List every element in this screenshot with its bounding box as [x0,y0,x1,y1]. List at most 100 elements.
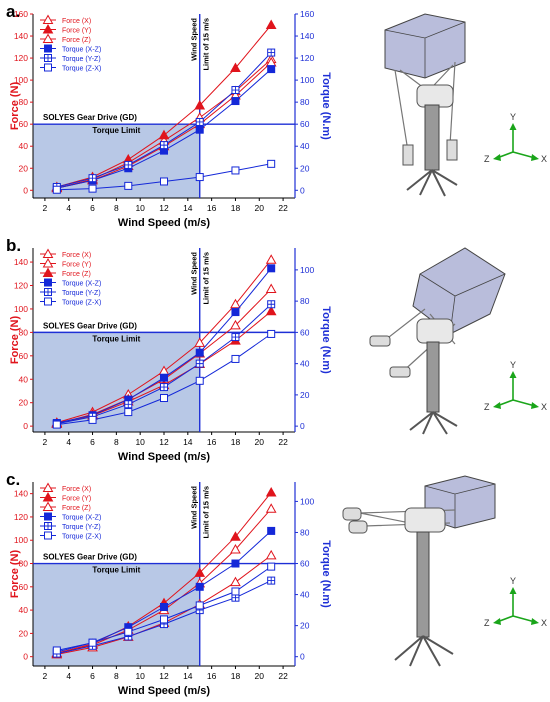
axis-label-y: Y [510,576,516,586]
data-point [195,173,204,182]
series-torque-y-z [52,48,276,191]
legend-label: Force (X) [62,486,91,493]
data-point [265,486,277,497]
x-arrowhead [531,154,539,161]
y-tick-label: 20 [19,398,29,408]
y2-tick-label: 100 [300,496,314,506]
data-point [195,582,204,591]
y2-tick-label: 120 [300,53,314,63]
panel-label: c. [6,470,21,489]
legend-label: Torque (Y-Z) [62,290,101,297]
chart-c: 2 4 6 8 10 12 14 16 18 20 22 0 20 40 60 80 100 120 140 0 20 4… [9,475,547,697]
axes-triad: Y X Z [484,360,547,412]
data-point [265,283,277,294]
tripod-base [394,635,454,667]
torque-limit-region [33,332,200,432]
x-tick-label: 6 [90,437,95,447]
x-tick-label: 8 [114,203,119,213]
x-tick-label: 12 [159,671,169,681]
data-point [265,305,277,316]
x-tick-label: 6 [90,203,95,213]
counterweight-right [446,139,458,161]
y2-tick-label: 100 [300,75,314,85]
data-point [230,62,241,72]
x-tick-label: 20 [255,203,265,213]
data-point [267,159,276,168]
data-point [88,638,97,647]
support-post [426,341,440,413]
wind-limit-label-1: Wind Speed [190,486,199,529]
axis-label-z: Z [484,402,490,412]
axis-label-x: X [541,154,547,164]
data-point [88,184,97,193]
data-point [52,185,61,194]
data-point [44,297,52,306]
x-tick-label: 10 [135,437,145,447]
y-tick-label: 120 [14,281,28,291]
y2-axis-title: Torque (N.m) [320,306,332,374]
data-point [265,549,277,560]
data-point [267,65,276,74]
legend: Force (X) Force (Y) Force (Z) Torque (X-Z) T… [40,14,101,73]
y2-tick-label: 40 [300,141,310,151]
y-tick-label: 120 [14,512,28,522]
y-arrowhead [509,587,517,594]
legend-label: Torque (Z-X) [62,300,101,307]
y-tick-label: 20 [19,163,29,173]
x-axis-title: Wind Speed (m/s) [118,685,211,697]
data-point [195,125,204,134]
data-point [230,319,241,330]
legend: Force (X) Force (Y) Force (Z) Torque (X-Z) T… [40,482,101,541]
data-point [52,420,61,429]
y-tick-label: 80 [19,97,29,107]
data-point-cross [44,522,52,530]
data-point [44,44,52,53]
axis-label-y: Y [510,112,516,122]
data-point-cross [196,118,204,126]
legend-label: Torque (X-Z) [62,47,101,54]
legend-label: Force (Y) [62,496,91,503]
box-edge [384,21,466,78]
data-point [230,544,241,554]
data-point-cross [196,360,204,368]
y2-tick-label: 60 [300,119,310,129]
x-tick-label: 16 [207,437,217,447]
data-point [230,531,241,541]
legend-label: Torque (X-Z) [62,515,101,522]
gear-drive-label: SOLYES Gear Drive (GD) [43,553,137,562]
data-point [231,166,240,175]
axis-label-z: Z [484,618,490,628]
data-point-cross [231,86,239,94]
y2-tick-label: 160 [300,9,314,19]
legend-label: Force (X) [62,252,91,259]
x-tick-label: 14 [183,203,193,213]
z-arrowhead [493,154,501,161]
x-tick-label: 18 [231,437,241,447]
data-point [42,14,54,24]
y2-tick-label: 20 [300,163,310,173]
data-point [42,257,54,268]
legend-label: Torque (Y-Z) [62,56,101,63]
data-point [265,19,277,30]
counterweight-right [348,520,368,534]
wind-limit-label-2: Limit of 15 m/s [202,18,211,71]
y2-tick-label: 40 [300,590,310,600]
x-axis-title: Wind Speed (m/s) [118,451,211,463]
x-tick-label: 22 [278,203,288,213]
panel-b: b. 2 4 6 8 10 12 14 16 18 20 22 0 20 40 60 80 100 120 140 0… [0,234,550,468]
data-point [124,627,133,636]
x-tick-label: 8 [114,437,119,447]
data-point-cross [124,400,132,408]
y2-tick-label: 20 [300,621,310,631]
y-tick-label: 100 [14,304,28,314]
y2-axis-title: Torque (N.m) [320,72,332,140]
data-point [158,129,170,140]
axis-label-z: Z [484,154,490,164]
series-torque-z-x [52,329,276,429]
x-tick-label: 20 [255,437,265,447]
data-point [124,408,133,417]
x-tick-label: 8 [114,671,119,681]
legend-label: Force (Y) [62,28,91,35]
data-point [124,181,133,190]
y-axis-title: Force (N) [9,82,21,131]
